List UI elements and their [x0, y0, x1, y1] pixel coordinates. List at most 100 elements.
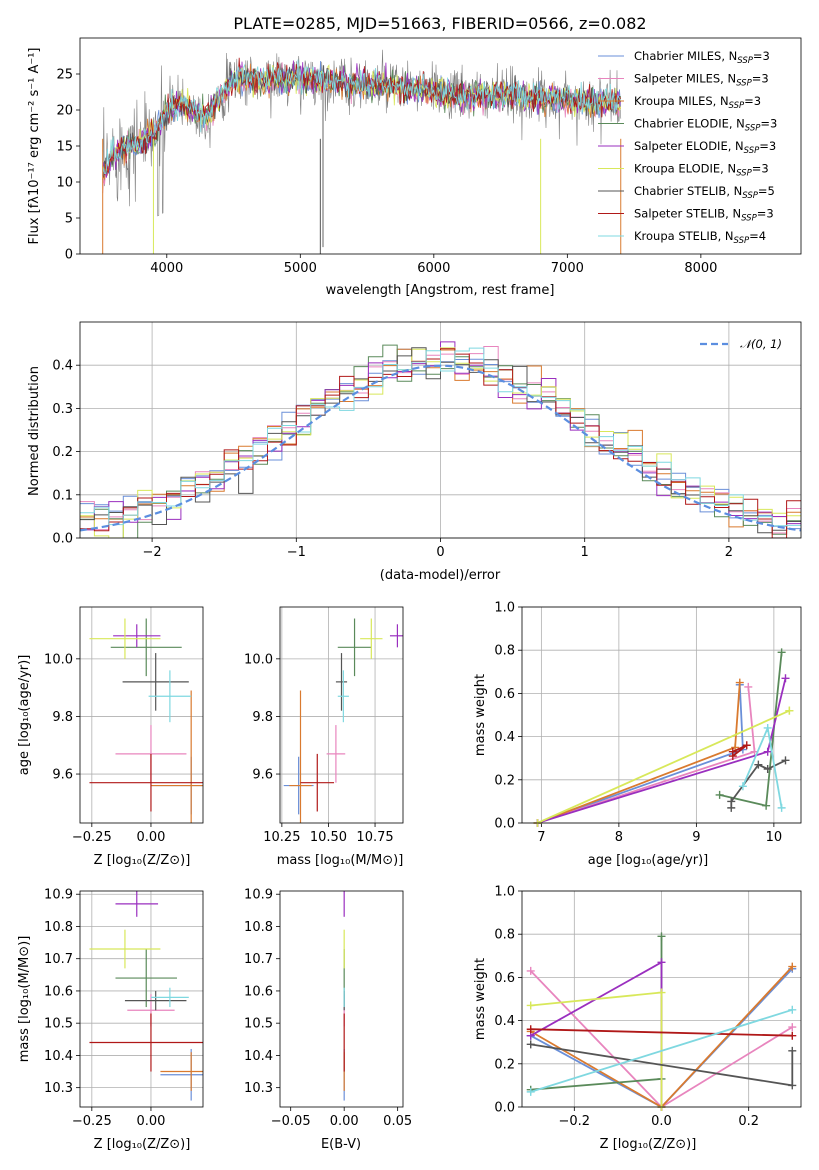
x-tick-label: 5000 — [284, 261, 317, 276]
spectrum-ylabel: Flux [fλ10⁻¹⁷ erg cm⁻² s⁻¹ A⁻¹] — [27, 48, 42, 245]
y-tick-label: 10.8 — [244, 920, 273, 935]
weight-line-chabrier_miles — [537, 684, 744, 823]
weight-vs-age-ylabel: mass weight — [473, 674, 488, 756]
age-vs-mass-xlabel: mass [log₁₀(M/M⊙)] — [277, 853, 404, 868]
age-vs-metallicity-panel: −0.25 0.00 9.6 9.8 10.0 — [44, 606, 204, 845]
legend-count: =3 — [759, 139, 776, 153]
legend-count: =5 — [758, 184, 775, 198]
axes-frame — [79, 37, 802, 255]
x-tick-label: 8 — [615, 830, 623, 845]
legend-subscript: SSP — [744, 146, 760, 156]
y-tick-label: 0.0 — [52, 532, 73, 547]
x-tick-label: 6000 — [417, 261, 450, 276]
mass-vs-metallicity-xlabel: Z [log₁₀(Z/Z⊙)] — [94, 1137, 191, 1152]
y-tick-label: 10.7 — [44, 952, 73, 967]
y-tick-label: 0.0 — [494, 1101, 515, 1116]
y-tick-label: 10.3 — [44, 1081, 73, 1096]
y-tick-label: 9.8 — [252, 710, 273, 725]
legend-count: =3 — [760, 117, 777, 131]
legend-label-kroupa_stelib: Kroupa STELIB, NSSP=4 — [634, 229, 766, 246]
weight-vs-age-panel: 7 8 9 10 0.0 0.2 0.4 0.6 0.8 1.0 — [494, 601, 802, 845]
x-tick-label: −0.05 — [271, 1114, 311, 1129]
legend-label-kroupa_miles: Kroupa MILES, NSSP=3 — [634, 94, 761, 111]
legend-subscript: SSP — [736, 169, 752, 179]
legend-label-chabrier_elodie: Chabrier ELODIE, NSSP=3 — [634, 117, 777, 134]
axes-frame — [521, 606, 802, 824]
weight-marker-salpeter_miles — [788, 1023, 797, 1032]
weight-marker-kroupa_stelib — [788, 1005, 797, 1014]
weight-marker-salpeter_stelib — [728, 747, 737, 756]
weight-marker-salpeter_stelib — [526, 1025, 535, 1034]
mass-vs-metallicity-ylabel: mass [log₁₀(M/M⊙)] — [17, 936, 32, 1063]
weight-marker-chabrier_elodie — [762, 801, 771, 810]
x-tick-label: 7 — [537, 830, 545, 845]
y-tick-label: 10.4 — [244, 1049, 273, 1064]
residual-xlabel: (data-model)/error — [380, 568, 501, 583]
y-tick-label: 15 — [56, 140, 73, 155]
weight-marker-salpeter_miles — [744, 682, 753, 691]
weight-marker-salpeter_miles — [526, 966, 535, 975]
weight-marker-chabrier_elodie — [715, 790, 724, 799]
weight-marker-salpeter_stelib — [788, 1031, 797, 1040]
x-tick-label: 10.75 — [356, 830, 393, 845]
legend-normal-label: 𝒩(0, 1) — [740, 337, 782, 351]
legend-subscript: SSP — [737, 56, 753, 66]
y-tick-label: 0.2 — [52, 445, 73, 460]
weight-line-chabrier_miles — [530, 968, 793, 1107]
legend-subscript: SSP — [742, 191, 758, 201]
weight-line-salpeter_stelib — [530, 1028, 793, 1037]
normal-curve — [80, 364, 801, 532]
weight-vs-metallicity-ylabel: mass weight — [473, 958, 488, 1040]
weight-line-kroupa_stelib — [530, 1008, 793, 1093]
y-tick-label: 0.4 — [494, 1014, 515, 1029]
axes-frame — [79, 890, 204, 1108]
weight-marker-chabrier_stelib — [763, 765, 772, 773]
y-tick-label: 10.8 — [44, 920, 73, 935]
legend-count: =3 — [757, 207, 774, 221]
weight-marker-kroupa_elodie — [657, 988, 666, 997]
weight-marker-chabrier_elodie — [777, 648, 786, 657]
legend-label-kroupa_elodie: Kroupa ELODIE, NSSP=3 — [634, 162, 769, 179]
y-tick-label: 9.6 — [52, 768, 73, 783]
y-tick-label: 0.1 — [52, 488, 73, 503]
y-tick-label: 0.8 — [494, 644, 515, 659]
weight-marker-salpeter_elodie — [657, 958, 666, 967]
x-tick-label: 0.00 — [136, 830, 165, 845]
y-tick-label: 0 — [65, 248, 73, 263]
y-tick-label: 10.9 — [44, 888, 73, 903]
x-tick-label: 0.00 — [136, 1114, 165, 1129]
y-tick-label: 10.0 — [244, 652, 273, 667]
weight-marker-chabrier_stelib — [727, 797, 736, 806]
y-tick-label: 0.2 — [494, 773, 515, 788]
x-tick-label: 1 — [581, 545, 589, 560]
weight-marker-salpeter_elodie — [763, 747, 772, 756]
y-tick-label: 0.8 — [494, 928, 515, 943]
legend-subscript: SSP — [736, 79, 752, 89]
weight-marker-kroupa_elodie — [526, 1001, 535, 1010]
legend-subscript: SSP — [729, 101, 745, 111]
y-tick-label: 10.3 — [244, 1081, 273, 1096]
spectrum-xlabel: wavelength [Angstrom, rest frame] — [326, 283, 555, 298]
mass-vs-extinction-panel: −0.05 0.00 0.05 10.3 10.4 10.5 10.6 10.7 10.8 10.… — [244, 888, 412, 1129]
y-tick-label: 0.2 — [494, 1057, 515, 1072]
y-tick-label: 0.6 — [494, 971, 515, 986]
weight-marker-salpeter_elodie — [781, 674, 790, 683]
x-tick-label: 8000 — [684, 261, 717, 276]
weight-marker-salpeter_stelib — [742, 741, 751, 750]
x-tick-label: −0.25 — [72, 1114, 112, 1129]
age-vs-mass-panel: 10.25 10.50 10.75 9.6 9.8 10.0 — [244, 606, 404, 845]
mass-vs-metallicity-panel: −0.25 0.00 10.3 10.4 10.5 10.6 10.7 10.8 10.9 — [44, 888, 204, 1129]
residual-panel: −2 −1 0 1 2 0.0 0.1 0.2 0.3 0.4 𝒩(0, 1) — [52, 321, 802, 560]
age-vs-metallicity-xlabel: Z [log₁₀(Z/Z⊙)] — [94, 853, 191, 868]
histogram-kroupa_stelib — [80, 347, 801, 527]
y-tick-label: 5 — [65, 212, 73, 227]
weight-marker-chabrier_stelib — [788, 1081, 797, 1090]
spectrum-panel: 4000 5000 6000 7000 8000 0 5 10 15 20 25 Chabrier M… — [56, 37, 802, 276]
weight-marker-chabrier_stelib — [788, 1046, 797, 1055]
y-tick-label: 20 — [56, 104, 73, 119]
y-tick-label: 1.0 — [494, 601, 515, 616]
weight-vs-age-xlabel: age [log₁₀(age/yr)] — [588, 853, 709, 868]
y-tick-label: 1.0 — [494, 885, 515, 900]
y-tick-label: 9.8 — [52, 710, 73, 725]
mass-vs-extinction-xlabel: E(B-V) — [321, 1137, 361, 1152]
